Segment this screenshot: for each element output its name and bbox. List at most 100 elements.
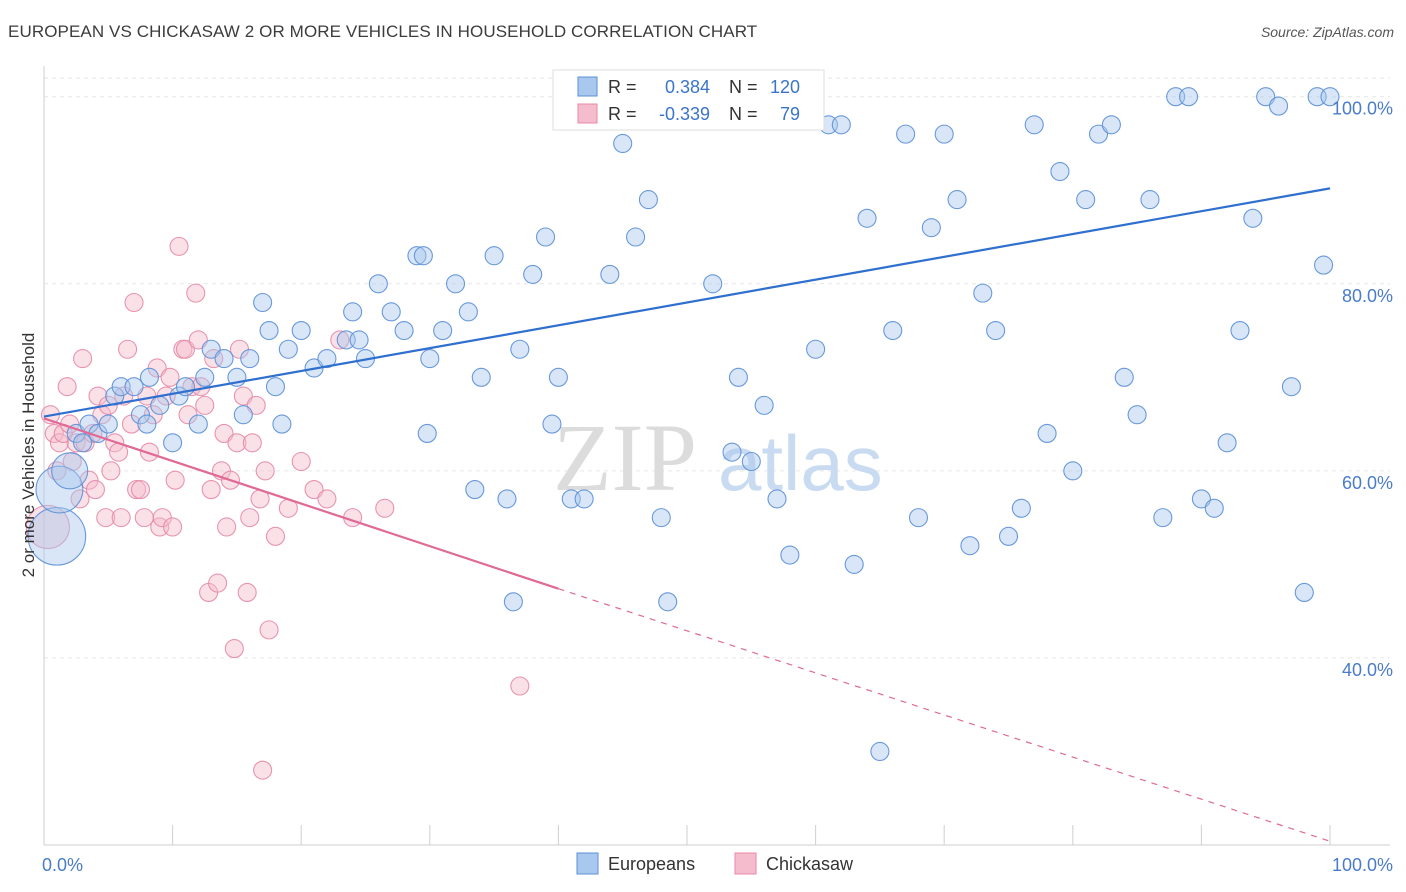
chickasaw-points (25, 236, 530, 780)
chickasaw-point-59 (227, 433, 247, 453)
europeans-point-110 (1294, 582, 1314, 603)
europeans-point-102 (1191, 489, 1211, 509)
europeans-point-78 (883, 320, 903, 341)
gridlines (44, 77, 1390, 659)
europeans-point-54 (574, 489, 594, 509)
chickasaw-point-58 (224, 639, 244, 659)
chickasaw-point-72 (291, 451, 311, 472)
chickasaw-point-15 (85, 480, 105, 500)
europeans-point-66 (728, 367, 748, 387)
chickasaw-point-56 (217, 517, 237, 537)
europeans-point-49 (510, 339, 530, 359)
stats-r-label-europeans: R = (608, 77, 637, 97)
europeans-point-115 (658, 592, 678, 612)
chickasaw-point-43 (175, 339, 196, 359)
chickasaw-point-65 (246, 395, 266, 415)
europeans-point-39 (394, 320, 414, 341)
chickasaw-point-29 (130, 480, 150, 500)
europeans-point-28 (272, 414, 292, 434)
europeans-point-67 (741, 451, 761, 472)
europeans-point-87 (998, 526, 1019, 546)
chickasaw-point-62 (237, 582, 257, 603)
europeans-point-2 (51, 452, 89, 490)
europeans-point-84 (960, 536, 980, 556)
europeans-point-89 (1024, 115, 1044, 135)
europeans-point-27 (265, 377, 286, 397)
chart-title: EUROPEAN VS CHICKASAW 2 OR MORE VEHICLES… (8, 22, 758, 41)
chickasaw-point-18 (96, 508, 116, 528)
chickasaw-point-78 (510, 676, 530, 696)
chickasaw-point-13 (79, 470, 99, 490)
europeans-point-37 (368, 274, 388, 294)
europeans-point-113 (1320, 87, 1340, 107)
europeans-point-86 (986, 320, 1006, 341)
tick-labels: 40.0% 60.0% 80.0% 100.0% 0.0% 100.0% (42, 99, 1393, 875)
europeans-point-25 (253, 292, 273, 313)
legend-swatch-chickasaw (734, 852, 757, 875)
europeans-point-109 (1281, 377, 1301, 397)
europeans-point-77 (870, 741, 890, 762)
legend-label-europeans: Europeans (608, 854, 695, 874)
europeans-point-58 (626, 227, 646, 247)
europeans-point-41 (413, 246, 433, 266)
europeans-point-79 (896, 124, 916, 144)
chickasaw-point-20 (101, 461, 121, 481)
stats-n-label-europeans: N = (729, 77, 758, 97)
source-label: Source: ZipAtlas.com (1260, 24, 1394, 40)
stats-box-frame (552, 69, 825, 131)
chickasaw-point-46 (186, 283, 206, 303)
europeans-point-103 (1204, 498, 1224, 518)
europeans-point-96 (1114, 367, 1134, 387)
europeans-point-97 (1127, 405, 1147, 425)
x-tick-label-0: 0.0% (42, 855, 83, 875)
europeans-point-30 (291, 320, 311, 341)
chickasaw-point-39 (163, 517, 183, 537)
chickasaw-point-64 (242, 433, 262, 453)
europeans-point-81 (921, 218, 941, 238)
chickasaw-point-23 (111, 508, 131, 528)
europeans-point-91 (1050, 161, 1070, 182)
europeans-point-105 (1230, 320, 1250, 341)
europeans-point-56 (600, 264, 620, 284)
europeans-point-45 (458, 302, 478, 322)
europeans-point-10 (124, 377, 144, 397)
europeans-point-38 (381, 302, 401, 322)
europeans-point-75 (844, 554, 864, 574)
chickasaw-point-55 (214, 423, 234, 443)
europeans-point-85 (973, 283, 993, 303)
chickasaw-point-49 (195, 395, 215, 415)
chickasaw-point-30 (134, 508, 154, 528)
stats-r-europeans: 0.384 (665, 77, 710, 97)
chickasaw-point-68 (255, 461, 275, 481)
legend-swatch-europeans (576, 852, 599, 875)
chickasaw-point-51 (201, 480, 221, 500)
chickasaw-point-38 (160, 367, 180, 387)
europeans-point-3 (66, 423, 86, 443)
x-tick-label-1: 100.0% (1332, 855, 1393, 875)
europeans-point-34 (343, 302, 363, 322)
europeans-point-83 (947, 190, 967, 210)
legend: Europeans Chickasaw (576, 852, 854, 875)
europeans-point-46 (471, 367, 491, 387)
europeans-point-11 (130, 405, 150, 425)
chickasaw-point-73 (304, 480, 324, 500)
legend-label-chickasaw: Chickasaw (766, 854, 854, 874)
chickasaw-point-63 (240, 508, 260, 528)
chickasaw-point-32 (139, 442, 160, 462)
europeans-point-50 (523, 264, 543, 284)
europeans-point-82 (934, 124, 954, 144)
chickasaw-point-27 (124, 292, 144, 313)
europeans-point-69 (767, 489, 787, 509)
y-tick-label-0: 40.0% (1342, 660, 1393, 680)
europeans-point-40 (407, 246, 427, 266)
stats-n-europeans: 120 (770, 77, 800, 97)
europeans-point-64 (703, 274, 723, 294)
europeans-point-0 (27, 506, 87, 566)
europeans-point-35 (349, 330, 369, 350)
europeans-point-76 (857, 208, 877, 228)
europeans-point-15 (163, 433, 183, 453)
y-tick-label-3: 100.0% (1332, 99, 1393, 119)
europeans-point-13 (139, 367, 160, 387)
europeans-point-26 (259, 320, 279, 341)
europeans-point-44 (445, 274, 466, 294)
